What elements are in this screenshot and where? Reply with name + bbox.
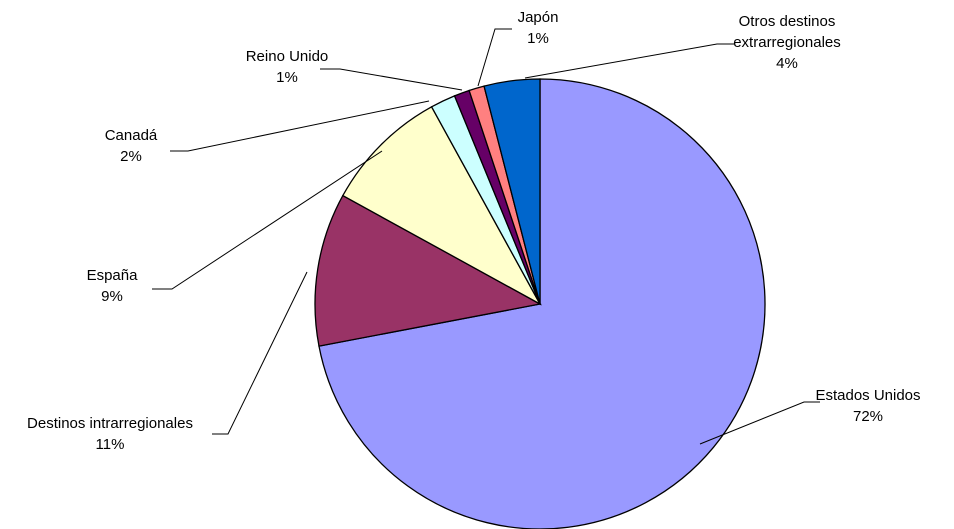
pie-slices (314, 78, 766, 529)
leader-line-estados-unidos (699, 401, 820, 445)
pie-slice-otros-destinos-extrarregionales (483, 78, 541, 305)
pie-slice-destinos-intrarregionales (314, 194, 542, 347)
slice-label-japon: Japón 1% (518, 9, 559, 47)
slice-label-otros-destinos-extrarregionales: Otros destinos extrarregionales 4% (733, 13, 841, 72)
slice-label-destinos-intrarregionales: Destinos intrarregionales 11% (27, 415, 193, 453)
pie-slice-espana (341, 105, 542, 306)
leader-line-destinos-intrarregionales (212, 271, 308, 435)
leader-line-japon (477, 28, 512, 87)
slice-label-reino-unido: Reino Unido 1% (246, 48, 329, 86)
leader-lines (152, 28, 820, 445)
leader-line-canada (170, 100, 430, 152)
pie-slice-estados-unidos (318, 78, 766, 529)
slice-label-canada: Canadá 2% (105, 127, 158, 165)
leader-line-otros-destinos-extrarregionales (524, 43, 734, 79)
slice-label-estados-unidos: Estados Unidos 72% (815, 387, 920, 425)
leader-line-reino-unido (320, 68, 463, 91)
leader-line-espana (152, 150, 383, 290)
slice-labels: Estados Unidos 72% Destinos intrarregional… (27, 9, 920, 453)
slice-label-espana: España 9% (87, 267, 139, 305)
